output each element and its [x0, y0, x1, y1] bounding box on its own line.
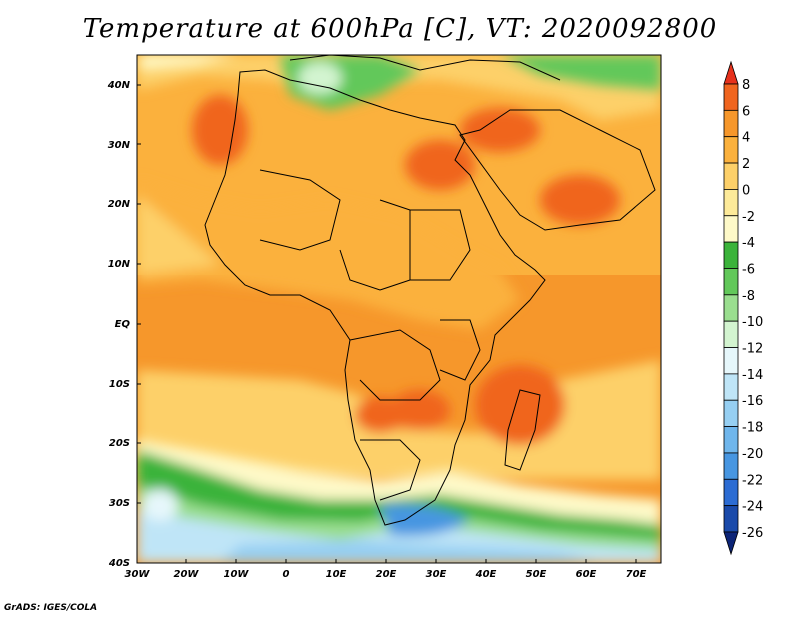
colorbar-label: -16 — [742, 394, 763, 409]
colorbar-label: -24 — [742, 500, 763, 515]
colorbar-label: -10 — [742, 315, 763, 330]
colorbar-swatch — [723, 399, 739, 427]
colorbar-swatch — [723, 320, 739, 348]
colorbar-label: -22 — [742, 473, 763, 488]
colorbar-swatch — [723, 83, 739, 111]
lat-label: 20N — [108, 199, 131, 210]
colorbar-label: -14 — [742, 368, 763, 383]
colorbar-swatch — [723, 505, 739, 533]
colorbar-label: -6 — [742, 262, 755, 277]
plot-frame — [136, 54, 662, 564]
colorbar-label: -18 — [742, 421, 763, 436]
colorbar-swatch — [723, 452, 739, 480]
map-title: Temperature at 600hPa [C], VT: 202009280… — [82, 14, 718, 44]
colorbar-swatch — [723, 426, 739, 454]
lon-label: 50E — [526, 569, 547, 580]
lat-label: 40N — [107, 80, 131, 91]
lat-label: 20S — [109, 438, 130, 449]
lon-label: 0 — [283, 569, 290, 580]
lon-label: 30E — [426, 569, 447, 580]
colorbar-arrow-bottom — [723, 531, 739, 556]
colorbar-label: 8 — [742, 78, 750, 93]
colorbar-label: 0 — [742, 183, 750, 198]
colorbar-swatch — [723, 189, 739, 217]
coastlines — [204, 55, 656, 526]
lat-label: EQ — [115, 319, 131, 330]
colorbar-label: 2 — [742, 157, 750, 172]
lon-label: 30W — [125, 569, 151, 580]
colorbar-label: -8 — [742, 289, 755, 304]
colorbar-label: -4 — [742, 236, 755, 251]
colorbar-label: -26 — [742, 526, 763, 541]
colorbar-label: -2 — [742, 210, 755, 225]
colorbar-swatch — [723, 478, 739, 507]
colorbar-swatch — [723, 162, 739, 190]
colorbar-swatch — [723, 109, 739, 138]
lat-label: 10N — [108, 259, 131, 270]
lon-label: 20W — [174, 569, 200, 580]
colorbar-swatch — [723, 347, 739, 375]
lon-label: 40E — [475, 569, 497, 580]
colorbar-swatch — [723, 215, 739, 243]
lat-label: 30S — [109, 498, 130, 509]
lat-label: 30N — [108, 140, 131, 151]
colorbar-swatch — [723, 294, 739, 322]
lon-label: 20E — [376, 569, 397, 580]
colorbar-label: -20 — [742, 447, 763, 462]
lat-axis: 40N 30N 20N 10N EQ 10S 20S 30S 40S — [107, 80, 131, 569]
colorbar-label: -12 — [742, 342, 763, 357]
temperature-field — [137, 55, 661, 563]
lon-label: 10E — [326, 569, 347, 580]
lon-label: 70E — [626, 569, 647, 580]
lon-label: 10W — [224, 569, 250, 580]
lon-label: 60E — [576, 569, 597, 580]
colorbar-arrow-top — [723, 60, 739, 85]
colorbar-swatch — [723, 136, 739, 164]
colorbar-swatch — [723, 373, 739, 401]
lat-label: 10S — [109, 379, 130, 390]
lon-axis: 30W 20W 10W 0 10E 20E 30E 40E 50E 60E 70… — [125, 569, 647, 580]
colorbar: 8 6 4 2 0 -2 -4 -6 -8 -10 -12 -14 -16 -18 -20 -22 -24 -26 — [723, 60, 763, 556]
colorbar-label: 4 — [742, 131, 750, 146]
colorbar-label: 6 — [742, 104, 750, 119]
credit-text: GrADS: IGES/COLA — [4, 603, 98, 613]
lat-label: 40S — [108, 558, 130, 569]
colorbar-swatch — [723, 268, 739, 296]
colorbar-swatch — [723, 241, 739, 269]
